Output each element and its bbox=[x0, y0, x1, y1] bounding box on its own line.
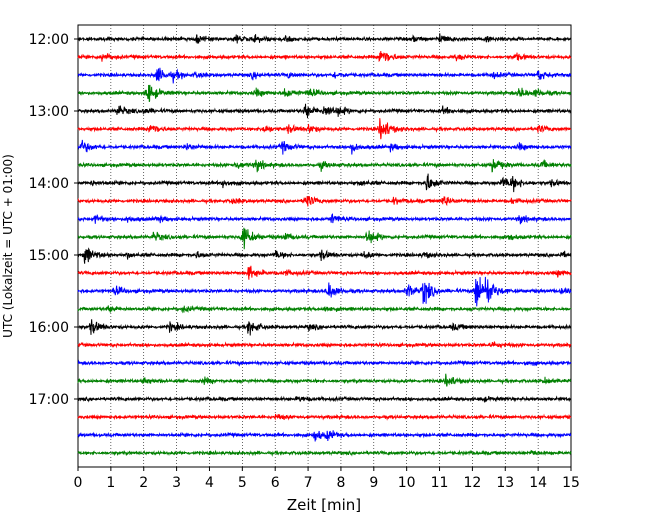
x-tick-label: 13 bbox=[496, 475, 514, 491]
plot-frame bbox=[77, 24, 572, 468]
x-tick-label: 2 bbox=[139, 475, 148, 491]
y-axis-ticks: 12:00 13:00 14:00 15:00 16:00 17:00 bbox=[29, 32, 78, 408]
trace-16:45 bbox=[77, 373, 572, 387]
y-tick-label: 14:00 bbox=[29, 176, 69, 192]
trace-14:15 bbox=[77, 195, 572, 207]
trace-13:15 bbox=[77, 118, 572, 140]
trace-15:00 bbox=[77, 247, 572, 264]
y-axis-label: UTC (Lokalzeit = UTC + 01:00) bbox=[1, 154, 15, 338]
trace-14:30 bbox=[77, 213, 572, 225]
trace-17:00 bbox=[77, 395, 572, 403]
x-axis-ticks: 0 1 2 3 4 5 6 7 8 9 10 11 12 13 14 15 bbox=[74, 467, 580, 491]
seismic-traces bbox=[77, 33, 572, 457]
x-tick-label: 15 bbox=[562, 475, 580, 491]
x-tick-label: 10 bbox=[398, 475, 416, 491]
trace-12:00 bbox=[77, 33, 572, 44]
trace-17:15 bbox=[77, 413, 572, 421]
y-tick-label: 16:00 bbox=[29, 320, 69, 336]
trace-13:45 bbox=[77, 158, 572, 173]
x-tick-label: 4 bbox=[205, 475, 214, 491]
x-tick-label: 5 bbox=[238, 475, 247, 491]
trace-15:30 bbox=[77, 276, 572, 307]
trace-15:15 bbox=[77, 265, 572, 280]
trace-17:45 bbox=[77, 449, 572, 457]
trace-14:45 bbox=[77, 227, 572, 250]
y-tick-label: 15:00 bbox=[29, 248, 69, 264]
x-tick-label: 6 bbox=[271, 475, 280, 491]
x-tick-label: 3 bbox=[172, 475, 181, 491]
x-tick-label: 0 bbox=[74, 475, 83, 491]
trace-13:00 bbox=[77, 103, 572, 118]
x-tick-label: 14 bbox=[529, 475, 547, 491]
trace-14:00 bbox=[77, 173, 572, 193]
x-tick-label: 8 bbox=[336, 475, 345, 491]
trace-12:45 bbox=[77, 84, 572, 102]
trace-17:30 bbox=[77, 430, 572, 442]
trace-16:00 bbox=[77, 319, 572, 336]
trace-16:30 bbox=[77, 359, 572, 367]
trace-12:30 bbox=[77, 67, 572, 84]
x-tick-label: 11 bbox=[431, 475, 449, 491]
x-axis-label: Zeit [min] bbox=[287, 496, 361, 514]
x-tick-label: 7 bbox=[304, 475, 313, 491]
trace-16:15 bbox=[77, 341, 572, 349]
trace-13:30 bbox=[77, 139, 572, 155]
y-tick-label: 17:00 bbox=[29, 392, 69, 408]
x-tick-label: 1 bbox=[106, 475, 115, 491]
x-tick-label: 9 bbox=[369, 475, 378, 491]
x-tick-label: 12 bbox=[463, 475, 481, 491]
y-tick-label: 12:00 bbox=[29, 32, 69, 48]
trace-12:15 bbox=[77, 51, 572, 63]
trace-15:45 bbox=[77, 305, 572, 314]
y-tick-label: 13:00 bbox=[29, 104, 69, 120]
grid-lines bbox=[110, 25, 539, 467]
